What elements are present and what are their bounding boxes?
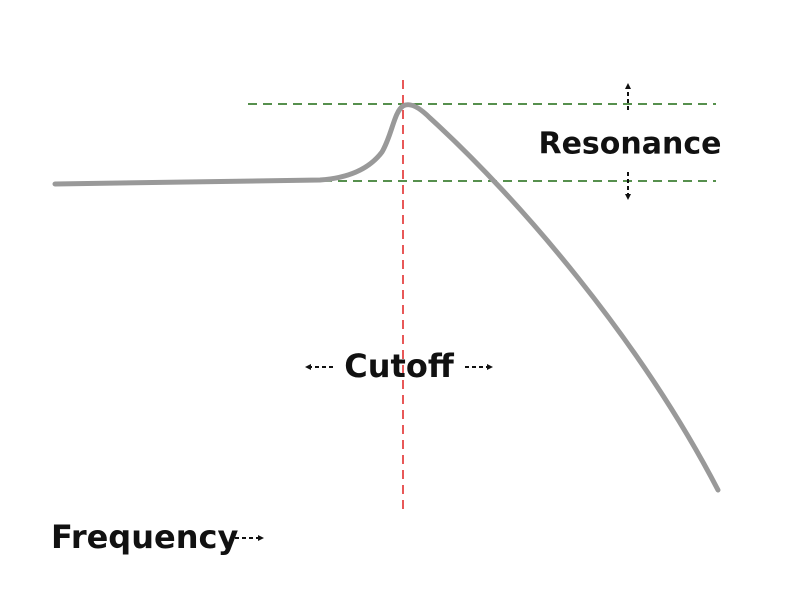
frequency-label: Frequency [51,518,238,556]
filter-response-curve [52,102,721,493]
resonance-label: Resonance [538,127,721,162]
cutoff-label: Cutoff [344,347,455,385]
